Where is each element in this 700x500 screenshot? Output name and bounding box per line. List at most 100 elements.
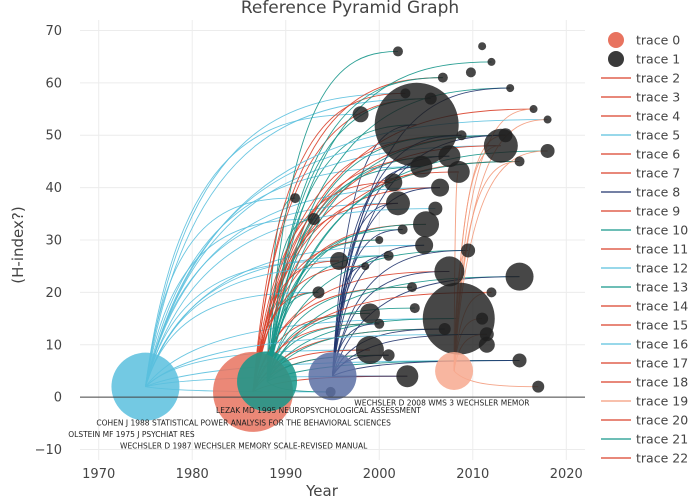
citation-line xyxy=(266,229,403,382)
legend-item[interactable]: trace 3 xyxy=(601,90,680,105)
legend-label: trace 9 xyxy=(636,204,680,219)
citing-paper-point xyxy=(529,105,538,114)
y-tick-label: 50 xyxy=(45,129,62,144)
legend-item[interactable]: trace 2 xyxy=(601,71,680,86)
citation-line xyxy=(332,134,506,377)
legend-item[interactable]: trace 9 xyxy=(601,204,680,219)
reference-annotation: WECHSLER D 1987 WECHSLER MEMORY SCALE-RE… xyxy=(120,441,368,450)
legend-item[interactable]: trace 22 xyxy=(601,451,688,466)
y-axis-title: (H-index?) xyxy=(9,206,27,283)
legend-item[interactable]: trace 5 xyxy=(601,128,680,143)
citing-paper-point xyxy=(486,287,497,298)
citing-paper-point xyxy=(415,236,434,255)
legend-label: trace 1 xyxy=(636,52,680,67)
citing-paper-point xyxy=(505,262,534,291)
legend-item[interactable]: trace 4 xyxy=(601,109,680,124)
x-tick-label: 2010 xyxy=(456,467,489,482)
chart-title: Reference Pyramid Graph xyxy=(241,0,459,18)
legend-item[interactable]: trace 0 xyxy=(608,32,680,48)
citing-paper-point xyxy=(512,353,527,368)
x-tick-label: 2020 xyxy=(550,467,583,482)
legend-item[interactable]: trace 8 xyxy=(601,185,680,200)
citation-line xyxy=(145,265,366,387)
citing-paper-point xyxy=(478,42,487,51)
citation-line xyxy=(145,208,436,387)
legend-item[interactable]: trace 20 xyxy=(601,413,688,428)
citing-paper-point xyxy=(465,67,476,78)
citation-line xyxy=(145,98,431,387)
citing-paper-point xyxy=(312,286,325,299)
citing-paper-point xyxy=(374,82,459,167)
citing-paper-point xyxy=(352,106,369,123)
citing-paper-point xyxy=(361,262,370,271)
reference-bubble xyxy=(435,351,474,390)
citation-line xyxy=(332,276,520,377)
citation-line xyxy=(266,50,398,382)
legend-item[interactable]: trace 21 xyxy=(601,432,688,447)
legend-item[interactable]: trace 19 xyxy=(601,394,688,409)
legend-item[interactable]: trace 10 xyxy=(601,223,688,238)
legend-label: trace 12 xyxy=(636,261,688,276)
legend-label: trace 22 xyxy=(636,451,688,466)
reference-bubbles xyxy=(111,351,474,432)
legend-label: trace 0 xyxy=(636,33,680,48)
legend-item[interactable]: trace 17 xyxy=(601,356,688,371)
citing-paper-point xyxy=(374,318,385,329)
citing-paper-point xyxy=(479,327,494,342)
legend-item[interactable]: trace 7 xyxy=(601,166,680,181)
reference-annotation: COHEN J 1988 STATISTICAL POWER ANALYSIS … xyxy=(96,418,391,427)
citation-line xyxy=(266,150,548,382)
citing-paper-point xyxy=(385,191,410,216)
citing-paper-point xyxy=(498,128,513,143)
legend-item[interactable]: trace 18 xyxy=(601,375,688,390)
legend-label: trace 7 xyxy=(636,166,680,181)
citation-line xyxy=(266,250,469,382)
y-tick-label: 30 xyxy=(45,234,62,249)
citing-paper-point xyxy=(437,72,448,83)
citation-line xyxy=(332,360,520,377)
legend-item[interactable]: trace 15 xyxy=(601,318,688,333)
x-tick-label: 1970 xyxy=(82,467,115,482)
citing-paper-point xyxy=(355,336,384,364)
legend-item[interactable]: trace 16 xyxy=(601,337,688,352)
citing-paper-point xyxy=(428,201,443,216)
citing-paper-point xyxy=(406,282,417,293)
legend-item[interactable]: trace 14 xyxy=(601,299,688,314)
citing-paper-point xyxy=(409,303,420,314)
y-tick-label: 20 xyxy=(45,286,62,301)
y-tick-label: 40 xyxy=(45,181,62,196)
reference-annotation: OLSTEIN MF 1975 J PSYCHIAT RES xyxy=(68,430,195,439)
legend-label: trace 3 xyxy=(636,90,680,105)
citing-paper-point xyxy=(384,173,403,192)
citing-papers xyxy=(290,42,555,397)
citing-paper-point xyxy=(397,224,408,235)
x-tick-label: 2000 xyxy=(363,467,396,482)
legend-label: trace 6 xyxy=(636,147,680,162)
legend-item[interactable]: trace 6 xyxy=(601,147,680,162)
legend-item[interactable]: trace 11 xyxy=(601,242,688,257)
legend-item[interactable]: trace 12 xyxy=(601,261,688,276)
x-tick-label: 1990 xyxy=(269,467,302,482)
citing-paper-point xyxy=(307,213,320,226)
citing-paper-point xyxy=(514,156,525,167)
reference-annotation: LEZAK MD 1995 NEUROPSYCHOLOGICAL ASSESSM… xyxy=(216,406,421,415)
citing-paper-point xyxy=(487,57,496,66)
citing-paper-point xyxy=(506,84,515,93)
citation-line xyxy=(332,265,366,377)
legend-label: trace 14 xyxy=(636,299,688,314)
legend-label: trace 16 xyxy=(636,337,688,352)
legend-label: trace 10 xyxy=(636,223,688,238)
plot-area xyxy=(111,42,555,432)
reference-bubble xyxy=(308,352,357,401)
x-axis: 1970 1980 1990 2000 2010 2020 xyxy=(82,467,583,482)
citing-paper-point xyxy=(447,160,470,183)
legend-item[interactable]: trace 1 xyxy=(608,51,680,67)
legend-label: trace 8 xyxy=(636,185,680,200)
legend-item[interactable]: trace 13 xyxy=(601,280,688,295)
citing-paper-point xyxy=(438,323,451,336)
citation-line xyxy=(332,250,469,377)
y-tick-label: −10 xyxy=(35,443,62,458)
legend[interactable]: trace 0 trace 1 trace 2 trace 3 trace 4 trace… xyxy=(601,32,688,466)
citing-paper-point xyxy=(375,236,384,244)
